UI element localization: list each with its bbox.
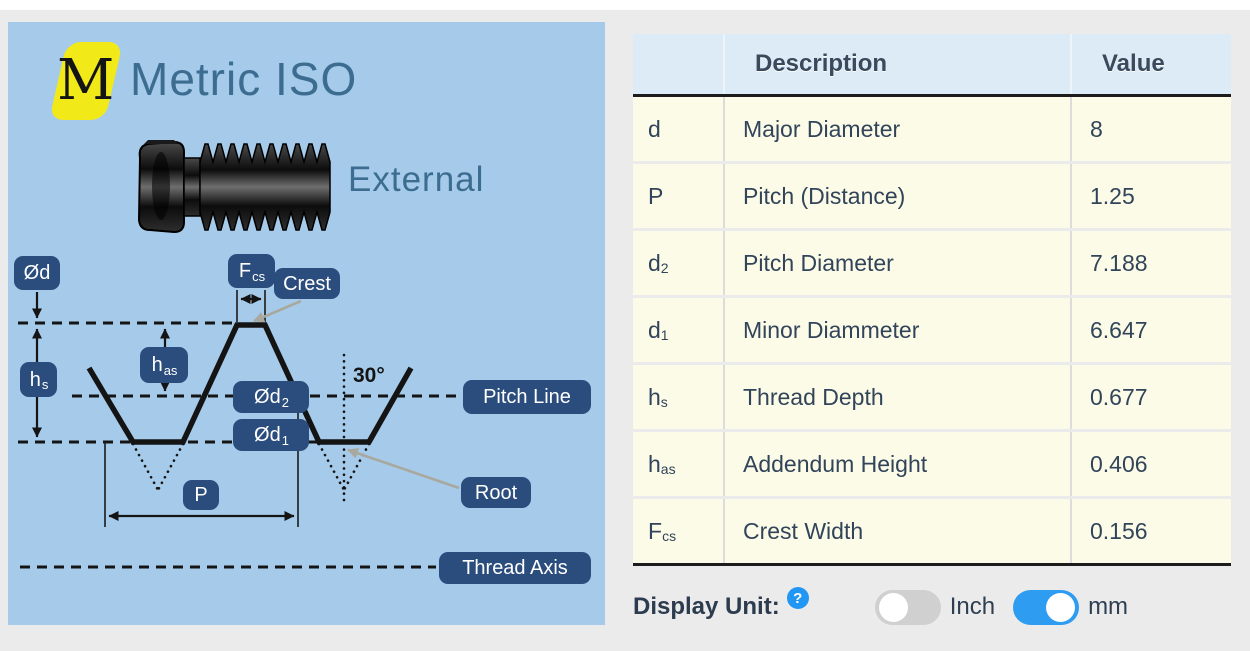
symbol-cell: h as [648, 450, 676, 477]
badge-pitch-diameter: Ød 2 [233, 381, 309, 413]
inch-toggle[interactable] [874, 589, 941, 625]
description-cell: Pitch Diameter [723, 231, 1070, 295]
header-symbol [633, 34, 723, 94]
value-cell: 7.188 [1070, 231, 1231, 295]
thread-profile-outline [86, 322, 414, 445]
badge-crest: Crest [274, 268, 340, 299]
table-row-major-diameter: d Major Diameter 8 [633, 97, 1231, 161]
panel-title: Metric ISO [130, 53, 358, 105]
thread-parameters-table: Description Value d Major Diameter 8 P P… [633, 34, 1231, 566]
value-cell: 0.156 [1070, 499, 1231, 563]
bolt-head-top [144, 140, 178, 144]
thread-type-label: External [348, 160, 485, 199]
help-icon[interactable]: ? [786, 587, 809, 609]
crest-callout-arrow [253, 299, 302, 323]
inch-option-label: Inch [949, 593, 996, 620]
bolt-threads [199, 143, 331, 231]
badge-pitch-line: Pitch Line [463, 380, 591, 414]
thread-diagram-panel: M Metric ISO External [8, 22, 605, 625]
display-unit-control: Display Unit: ? Inch mm [633, 586, 1231, 628]
left-root-construction [131, 442, 185, 492]
description-cell: Crest Width [723, 499, 1070, 563]
top-strip [0, 0, 1250, 10]
mm-option-label: mm [1088, 593, 1129, 620]
root-callout-arrow [347, 448, 460, 490]
description-cell: Pitch (Distance) [723, 164, 1070, 228]
badge-root: Root [461, 477, 531, 508]
badge-pitch: P [183, 480, 219, 510]
inch-toggle-knob[interactable] [878, 592, 908, 622]
table-row-pitch: P Pitch (Distance) 1.25 [633, 164, 1231, 228]
header-value: Value [1070, 34, 1231, 94]
symbol-cell: d [648, 115, 661, 142]
description-cell: Minor Diammeter [723, 298, 1070, 362]
thread-profile-diagram: 30° [18, 290, 460, 569]
value-cell: 6.647 [1070, 298, 1231, 362]
description-cell: Addendum Height [723, 432, 1070, 496]
right-root-construction [317, 442, 371, 492]
display-unit-label: Display Unit: [633, 593, 780, 620]
description-cell: Thread Depth [723, 365, 1070, 429]
value-cell: 1.25 [1070, 164, 1231, 228]
value-cell: 0.406 [1070, 432, 1231, 496]
value-cell: 0.677 [1070, 365, 1231, 429]
table-row-addendum-height: h as Addendum Height 0.406 [633, 432, 1231, 496]
badge-major-diameter: Ød [14, 256, 60, 290]
angle-label: 30° [353, 364, 385, 387]
header-description: Description [723, 34, 1070, 94]
badge-addendum-height: h as [140, 347, 188, 383]
bolt-illustration [137, 140, 331, 234]
badge-minor-diameter: Ød 1 [233, 419, 309, 451]
description-cell: Major Diameter [723, 97, 1070, 161]
table-header-row: Description Value [633, 34, 1231, 97]
mm-toggle[interactable] [1013, 589, 1080, 625]
badge-thread-axis: Thread Axis [439, 552, 591, 584]
value-cell: 8 [1070, 97, 1231, 161]
symbol-cell: P [648, 182, 664, 209]
mm-toggle-knob[interactable] [1046, 592, 1076, 622]
